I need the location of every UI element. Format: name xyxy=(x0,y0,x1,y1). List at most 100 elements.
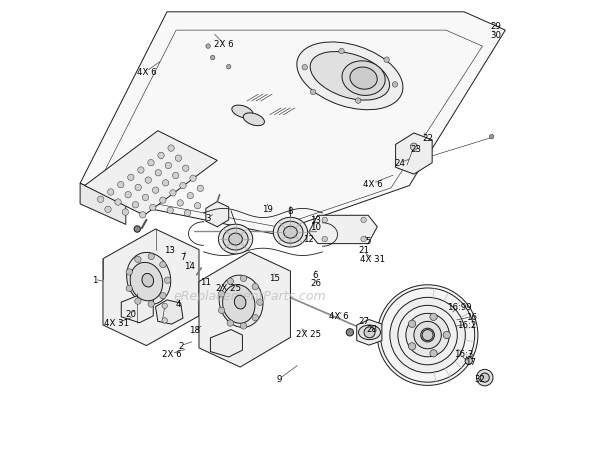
Polygon shape xyxy=(206,202,229,227)
Text: 32: 32 xyxy=(475,375,486,384)
Circle shape xyxy=(160,293,166,299)
Circle shape xyxy=(148,160,154,167)
Polygon shape xyxy=(85,131,217,216)
Text: 5: 5 xyxy=(365,236,371,246)
Circle shape xyxy=(302,65,307,71)
Circle shape xyxy=(122,209,129,216)
Circle shape xyxy=(105,207,111,213)
Text: 23: 23 xyxy=(411,145,422,154)
Circle shape xyxy=(180,183,186,190)
Text: 18: 18 xyxy=(189,325,200,334)
Ellipse shape xyxy=(223,229,248,251)
Text: 4X 31: 4X 31 xyxy=(104,319,129,328)
Circle shape xyxy=(195,203,201,209)
Circle shape xyxy=(142,195,149,201)
Circle shape xyxy=(150,205,156,211)
Circle shape xyxy=(167,207,173,214)
Ellipse shape xyxy=(297,43,403,111)
Circle shape xyxy=(384,58,389,63)
Circle shape xyxy=(135,185,142,191)
Circle shape xyxy=(257,299,263,306)
Circle shape xyxy=(184,210,191,217)
Polygon shape xyxy=(211,330,242,357)
Polygon shape xyxy=(395,134,432,175)
Circle shape xyxy=(240,275,247,282)
Circle shape xyxy=(135,257,141,263)
Circle shape xyxy=(364,327,375,338)
Circle shape xyxy=(430,350,437,357)
Circle shape xyxy=(190,176,196,182)
Text: 13: 13 xyxy=(310,216,321,225)
Circle shape xyxy=(132,202,139,208)
Circle shape xyxy=(165,277,171,284)
Circle shape xyxy=(477,369,493,386)
Ellipse shape xyxy=(278,222,303,244)
Text: 3: 3 xyxy=(205,213,211,223)
Ellipse shape xyxy=(232,106,253,118)
Text: 16:3: 16:3 xyxy=(454,349,474,358)
Circle shape xyxy=(206,45,211,49)
Text: 14: 14 xyxy=(184,262,195,270)
Text: 26: 26 xyxy=(310,279,321,288)
Circle shape xyxy=(162,318,168,324)
Ellipse shape xyxy=(243,114,264,126)
Text: 20: 20 xyxy=(125,309,136,319)
Ellipse shape xyxy=(284,227,297,239)
Circle shape xyxy=(310,90,316,95)
Circle shape xyxy=(227,65,231,70)
Text: 2X 6: 2X 6 xyxy=(214,40,234,49)
Circle shape xyxy=(137,168,144,174)
Text: 11: 11 xyxy=(201,278,211,286)
Circle shape xyxy=(339,49,345,55)
Ellipse shape xyxy=(414,322,441,349)
Text: 16:99: 16:99 xyxy=(447,302,472,312)
Ellipse shape xyxy=(359,325,381,340)
Text: 15: 15 xyxy=(269,273,280,282)
Ellipse shape xyxy=(342,62,385,96)
Circle shape xyxy=(152,188,159,194)
Polygon shape xyxy=(309,216,377,244)
Text: 7: 7 xyxy=(180,252,186,261)
Ellipse shape xyxy=(406,313,450,357)
Ellipse shape xyxy=(219,275,263,328)
Text: 27: 27 xyxy=(358,316,369,325)
Circle shape xyxy=(252,315,258,321)
Circle shape xyxy=(145,178,152,184)
Circle shape xyxy=(135,298,141,305)
Circle shape xyxy=(160,262,166,269)
Text: 4X 31: 4X 31 xyxy=(360,255,385,263)
Text: 13: 13 xyxy=(164,246,175,255)
Text: 1: 1 xyxy=(92,275,97,284)
Ellipse shape xyxy=(229,234,242,246)
Circle shape xyxy=(168,146,174,152)
Circle shape xyxy=(162,180,169,187)
Text: 16: 16 xyxy=(466,313,477,322)
Ellipse shape xyxy=(142,274,153,287)
Polygon shape xyxy=(80,184,126,225)
Ellipse shape xyxy=(310,52,389,101)
Text: 22: 22 xyxy=(422,134,433,143)
Circle shape xyxy=(127,175,134,181)
Circle shape xyxy=(355,99,361,104)
Text: 21: 21 xyxy=(358,246,369,255)
Circle shape xyxy=(148,301,155,308)
Polygon shape xyxy=(122,293,153,323)
Text: 28: 28 xyxy=(366,325,378,333)
Polygon shape xyxy=(357,320,382,345)
Circle shape xyxy=(158,153,164,159)
Ellipse shape xyxy=(390,298,466,373)
Circle shape xyxy=(97,196,104,203)
Text: 2X 25: 2X 25 xyxy=(296,329,322,338)
Circle shape xyxy=(227,320,234,326)
Circle shape xyxy=(126,269,132,275)
Circle shape xyxy=(175,156,182,162)
Circle shape xyxy=(177,200,183,207)
Ellipse shape xyxy=(127,253,171,305)
Circle shape xyxy=(125,192,132,198)
Circle shape xyxy=(134,226,140,233)
Polygon shape xyxy=(199,252,290,367)
Ellipse shape xyxy=(234,296,246,309)
Circle shape xyxy=(480,373,489,382)
Circle shape xyxy=(252,284,258,290)
Text: 6: 6 xyxy=(313,271,319,280)
